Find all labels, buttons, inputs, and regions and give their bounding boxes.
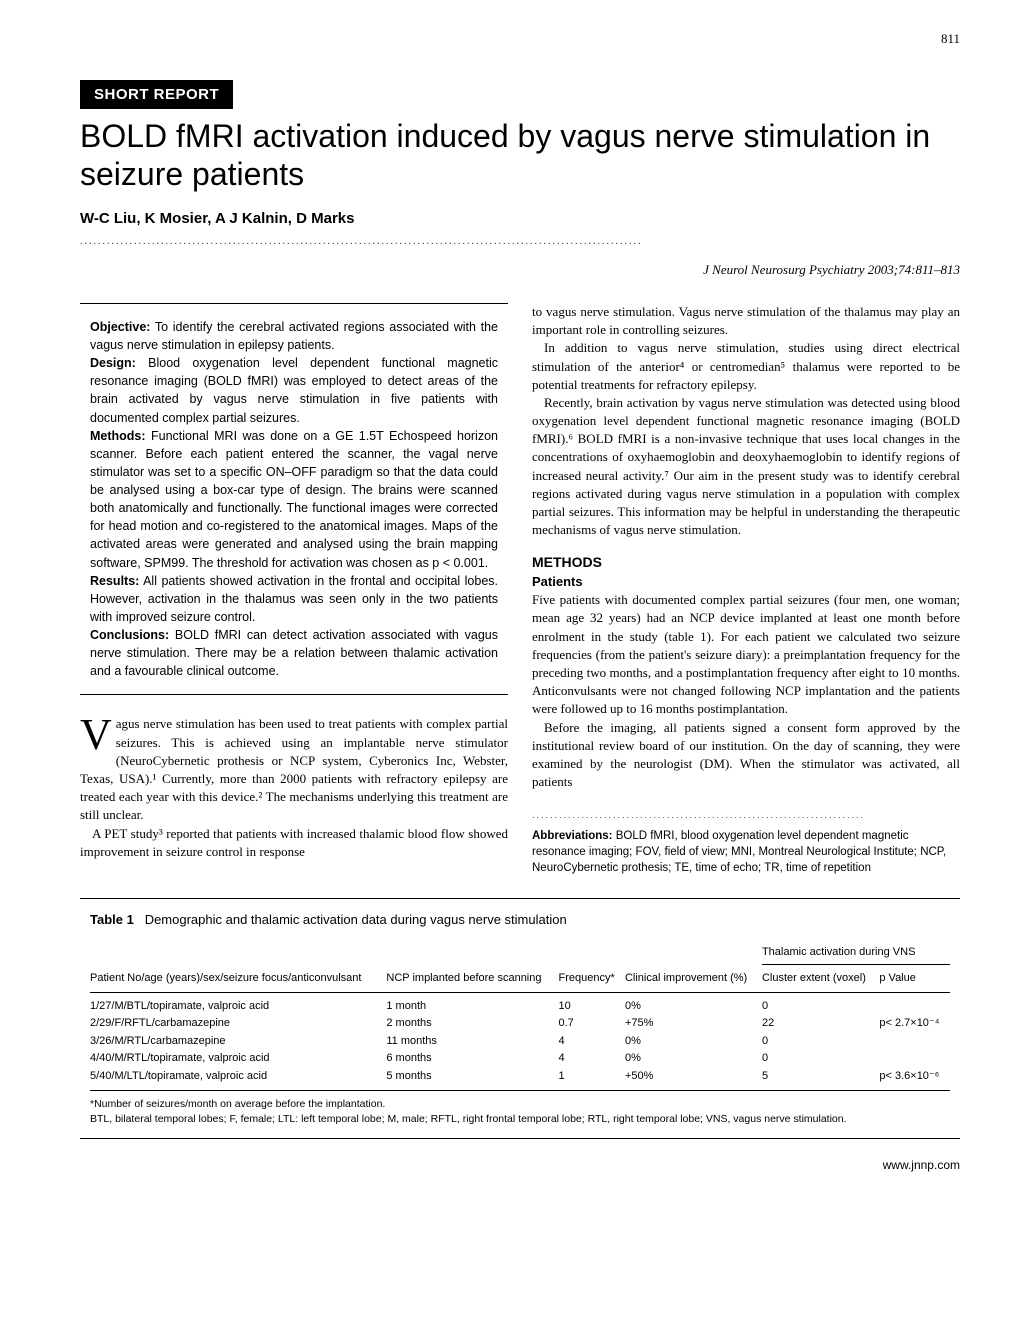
table-cell: 1 (558, 1068, 625, 1091)
methods-heading: METHODS (532, 553, 960, 573)
table-row: 4/40/M/RTL/topiramate, valproic acid6 mo… (90, 1050, 950, 1067)
citation-journal: J Neurol Neurosurg Psychiatry (703, 262, 864, 277)
abstract-box: Objective: To identify the cerebral acti… (80, 303, 508, 696)
data-table: Patient No/age (years)/sex/seizure focus… (90, 939, 950, 1126)
footer-link[interactable]: www.jnnp.com (80, 1157, 960, 1174)
table-cell: +50% (625, 1068, 762, 1091)
short-report-badge: SHORT REPORT (80, 80, 233, 109)
col-cluster: Cluster extent (voxel) (762, 964, 879, 992)
citation-ref: 2003;74:811–813 (865, 262, 960, 277)
table-cell: p< 2.7×10⁻⁴ (879, 1015, 950, 1032)
col-freq: Frequency* (558, 939, 625, 992)
objective-text: To identify the cerebral activated regio… (90, 320, 498, 352)
table-row: 3/26/M/RTL/carbamazepine11 months40%0 (90, 1033, 950, 1050)
table-cell: 4 (558, 1050, 625, 1067)
col-ncp: NCP implanted before scanning (386, 939, 558, 992)
right-column: to vagus nerve stimulation. Vagus nerve … (532, 303, 960, 876)
results-text: All patients showed activation in the fr… (90, 574, 498, 624)
table-cell: 10 (558, 993, 625, 1016)
conclusions-label: Conclusions: (90, 628, 169, 642)
table-cell: +75% (625, 1015, 762, 1032)
article-title: BOLD fMRI activation induced by vagus ne… (80, 117, 960, 194)
table-cell (879, 1050, 950, 1067)
table-cell: 6 months (386, 1050, 558, 1067)
table-cell: 5 months (386, 1068, 558, 1091)
two-column-layout: Objective: To identify the cerebral acti… (80, 303, 960, 876)
body-left: Vagus nerve stimulation has been used to… (80, 715, 508, 861)
table-cell: 0 (762, 993, 879, 1016)
table-cell: 2/29/F/RFTL/carbamazepine (90, 1015, 386, 1032)
table-cell: 0 (762, 1033, 879, 1050)
dotted-rule: ........................................… (80, 235, 960, 249)
methods-p1: Five patients with documented complex pa… (532, 591, 960, 718)
methods-p2: Before the imaging, all patients signed … (532, 719, 960, 792)
abbr-dotted-rule: ........................................… (532, 809, 960, 822)
table-cell: 0% (625, 993, 762, 1016)
table-cell: 1/27/M/BTL/topiramate, valproic acid (90, 993, 386, 1016)
design-text: Blood oxygenation level dependent functi… (90, 356, 498, 424)
table-cell: 0.7 (558, 1015, 625, 1032)
table-cell: 4/40/M/RTL/topiramate, valproic acid (90, 1050, 386, 1067)
abbr-label: Abbreviations: (532, 830, 613, 842)
table-label: Table 1 (90, 912, 134, 927)
left-column: Objective: To identify the cerebral acti… (80, 303, 508, 876)
table-cell: 3/26/M/RTL/carbamazepine (90, 1033, 386, 1050)
table-cell: 22 (762, 1015, 879, 1032)
objective-label: Objective: (90, 320, 150, 334)
dropcap: V (80, 715, 116, 753)
col-pvalue: p Value (879, 964, 950, 992)
table-cell: 4 (558, 1033, 625, 1050)
journal-citation: J Neurol Neurosurg Psychiatry 2003;74:81… (80, 261, 960, 279)
table-cell: 0 (762, 1050, 879, 1067)
results-label: Results: (90, 574, 139, 588)
table-cell: 5/40/M/LTL/topiramate, valproic acid (90, 1068, 386, 1091)
footnote-1: *Number of seizures/month on average bef… (90, 1098, 385, 1110)
table-cell: 5 (762, 1068, 879, 1091)
table-1: Table 1 Demographic and thalamic activat… (80, 898, 960, 1139)
body-right-p3: Recently, brain activation by vagus nerv… (532, 394, 960, 540)
table-footnote: *Number of seizures/month on average bef… (90, 1091, 950, 1127)
authors: W-C Liu, K Mosier, A J Kalnin, D Marks (80, 208, 960, 229)
table-row: 2/29/F/RFTL/carbamazepine2 months0.7+75%… (90, 1015, 950, 1032)
body-right-p2: In addition to vagus nerve stimulation, … (532, 339, 960, 394)
table-cell: p< 3.6×10⁻⁶ (879, 1068, 950, 1091)
table-cell: 0% (625, 1050, 762, 1067)
table-cell (879, 1033, 950, 1050)
col-group-thalamic: Thalamic activation during VNS (762, 939, 950, 964)
footnote-2: BTL, bilateral temporal lobes; F, female… (90, 1113, 847, 1125)
table-cell: 2 months (386, 1015, 558, 1032)
table-row: 5/40/M/LTL/topiramate, valproic acid5 mo… (90, 1068, 950, 1091)
patients-subheading: Patients (532, 573, 960, 591)
table-cell: 0% (625, 1033, 762, 1050)
methods-text: Functional MRI was done on a GE 1.5T Ech… (90, 429, 498, 570)
abbreviations-box: ........................................… (532, 809, 960, 876)
page-number: 811 (941, 30, 960, 48)
col-improve: Clinical improvement (%) (625, 939, 762, 992)
table-caption: Demographic and thalamic activation data… (145, 912, 567, 927)
body-left-p2: A PET study³ reported that patients with… (80, 825, 508, 861)
body-right-p1: to vagus nerve stimulation. Vagus nerve … (532, 303, 960, 339)
methods-label: Methods: (90, 429, 146, 443)
table-cell: 1 month (386, 993, 558, 1016)
table-cell: 11 months (386, 1033, 558, 1050)
col-patient: Patient No/age (years)/sex/seizure focus… (90, 939, 386, 992)
table-title: Table 1 Demographic and thalamic activat… (90, 911, 950, 929)
table-row: 1/27/M/BTL/topiramate, valproic acid1 mo… (90, 993, 950, 1016)
body-left-p1: agus nerve stimulation has been used to … (80, 716, 508, 822)
vertical-citation-strip: J Neurol Neurosurg Psychiatry: first pub… (989, 0, 1006, 30)
design-label: Design: (90, 356, 136, 370)
table-cell (879, 993, 950, 1016)
